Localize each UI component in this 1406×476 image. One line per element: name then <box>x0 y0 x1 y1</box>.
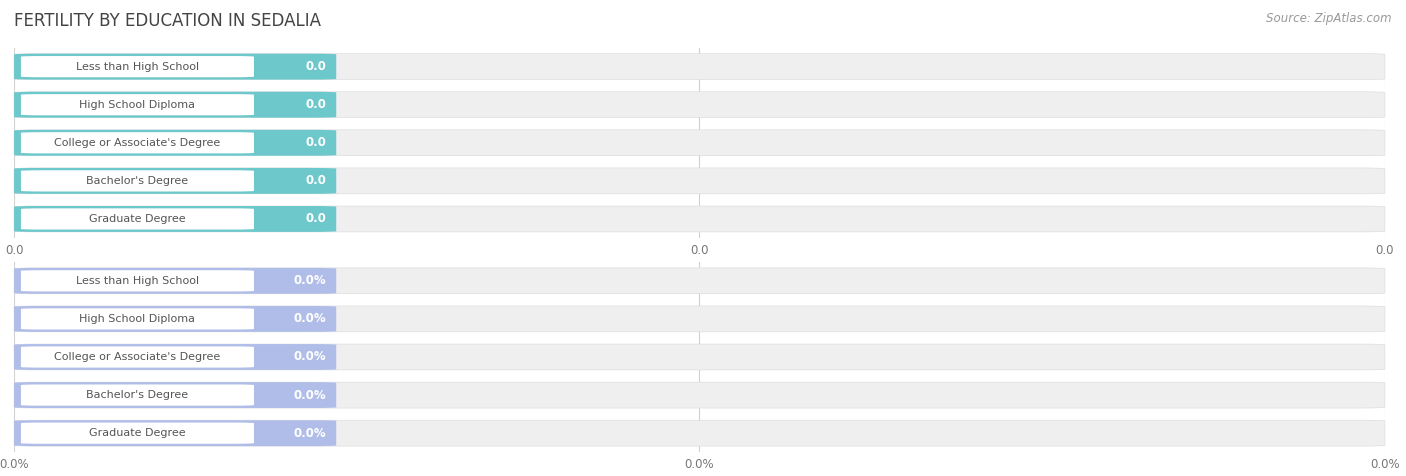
Text: 0.0: 0.0 <box>305 174 326 188</box>
FancyBboxPatch shape <box>14 206 336 232</box>
Text: Graduate Degree: Graduate Degree <box>89 214 186 224</box>
Text: FERTILITY BY EDUCATION IN SEDALIA: FERTILITY BY EDUCATION IN SEDALIA <box>14 12 321 30</box>
Text: 0.0%: 0.0% <box>294 274 326 288</box>
Text: 0.0%: 0.0% <box>294 426 326 440</box>
Text: 0.0: 0.0 <box>305 98 326 111</box>
FancyBboxPatch shape <box>14 206 1385 232</box>
Text: Less than High School: Less than High School <box>76 61 200 72</box>
Text: Source: ZipAtlas.com: Source: ZipAtlas.com <box>1267 12 1392 25</box>
Text: College or Associate's Degree: College or Associate's Degree <box>55 138 221 148</box>
FancyBboxPatch shape <box>21 385 254 406</box>
FancyBboxPatch shape <box>21 94 254 115</box>
Text: High School Diploma: High School Diploma <box>79 314 195 324</box>
FancyBboxPatch shape <box>14 382 1385 408</box>
FancyBboxPatch shape <box>14 92 1385 118</box>
Text: Bachelor's Degree: Bachelor's Degree <box>86 390 188 400</box>
Text: 0.0: 0.0 <box>305 60 326 73</box>
FancyBboxPatch shape <box>21 208 254 229</box>
FancyBboxPatch shape <box>21 170 254 191</box>
Text: College or Associate's Degree: College or Associate's Degree <box>55 352 221 362</box>
Text: 0.0: 0.0 <box>305 136 326 149</box>
Text: 0.0: 0.0 <box>305 212 326 226</box>
FancyBboxPatch shape <box>14 344 336 370</box>
FancyBboxPatch shape <box>14 382 336 408</box>
FancyBboxPatch shape <box>14 168 336 194</box>
FancyBboxPatch shape <box>14 420 336 446</box>
FancyBboxPatch shape <box>21 56 254 77</box>
Text: Less than High School: Less than High School <box>76 276 200 286</box>
FancyBboxPatch shape <box>14 420 1385 446</box>
Text: High School Diploma: High School Diploma <box>79 99 195 110</box>
FancyBboxPatch shape <box>14 54 336 79</box>
FancyBboxPatch shape <box>21 347 254 367</box>
FancyBboxPatch shape <box>21 270 254 291</box>
FancyBboxPatch shape <box>14 306 1385 332</box>
FancyBboxPatch shape <box>14 92 336 118</box>
FancyBboxPatch shape <box>14 344 1385 370</box>
Text: 0.0%: 0.0% <box>294 388 326 402</box>
FancyBboxPatch shape <box>21 308 254 329</box>
FancyBboxPatch shape <box>21 423 254 444</box>
Text: 0.0%: 0.0% <box>294 312 326 326</box>
Text: Graduate Degree: Graduate Degree <box>89 428 186 438</box>
FancyBboxPatch shape <box>14 54 1385 79</box>
Text: Bachelor's Degree: Bachelor's Degree <box>86 176 188 186</box>
FancyBboxPatch shape <box>14 268 1385 294</box>
Text: 0.0%: 0.0% <box>294 350 326 364</box>
FancyBboxPatch shape <box>14 268 336 294</box>
FancyBboxPatch shape <box>14 168 1385 194</box>
FancyBboxPatch shape <box>14 130 1385 156</box>
FancyBboxPatch shape <box>21 132 254 153</box>
FancyBboxPatch shape <box>14 306 336 332</box>
FancyBboxPatch shape <box>14 130 336 156</box>
